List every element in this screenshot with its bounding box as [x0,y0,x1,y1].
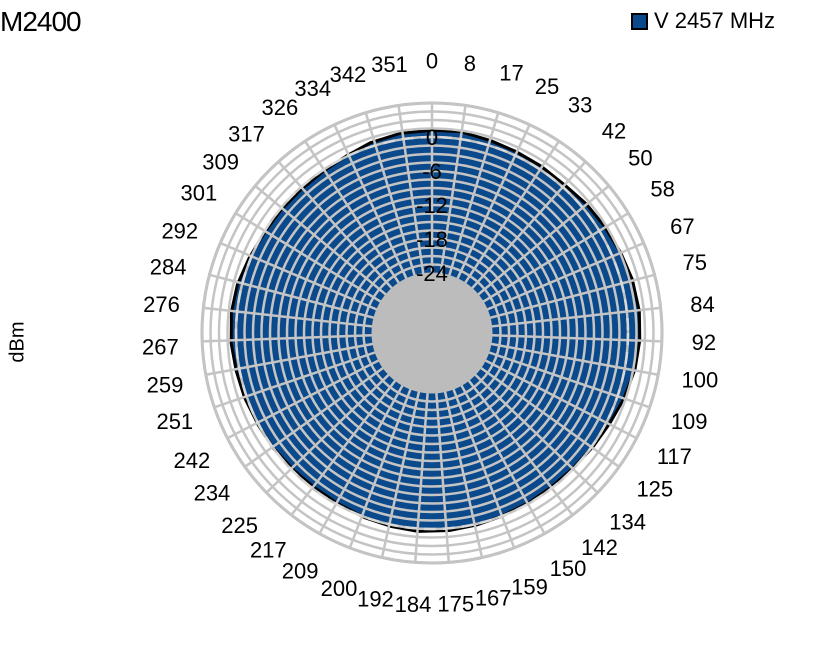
grid-spoke [452,388,516,549]
grid-spoke [364,112,416,276]
grid-spoke [219,241,378,311]
angle-label: 309 [202,149,239,174]
angle-label: 276 [143,292,180,317]
grid-spoke [474,373,599,494]
angle-label: 0 [426,49,438,74]
grid-spoke [477,184,610,296]
angle-label: 150 [550,556,587,581]
grid-spoke [471,160,587,290]
angle-label: 326 [262,95,299,120]
angle-label: 109 [671,409,708,434]
grid-spoke [304,140,400,284]
angle-label: 159 [511,574,548,599]
grid-spoke [213,351,376,409]
angle-label: 58 [650,176,674,201]
angle-label: 84 [690,292,714,317]
angle-label: 342 [330,62,367,87]
grid-spoke [235,212,382,303]
grid-spoke [397,105,425,274]
angle-label: 33 [568,92,592,117]
angle-label: 334 [294,76,331,101]
grid-spoke [484,359,638,440]
grid-spoke [209,273,375,320]
grid-spoke [443,391,484,558]
grid-spoke [244,366,384,468]
grid-spoke [460,384,546,535]
grid-spoke [254,184,387,296]
angle-label: 92 [692,330,716,355]
legend: V 2457 MHz [631,8,775,34]
grid-spoke [439,105,467,274]
angle-label: 209 [282,558,319,583]
angle-label: 267 [142,335,179,360]
angle-label: 301 [180,180,217,205]
grid-spoke [413,392,429,563]
grid-spoke [490,342,659,377]
angle-label: 184 [395,592,432,617]
angle-label: 259 [147,372,184,397]
angle-label: 251 [156,409,193,434]
reference-ring [234,135,630,531]
angle-label: 242 [173,448,210,473]
grid-spoke [290,379,397,516]
grid-spoke [226,359,380,440]
grid-spoke [486,241,645,311]
axis-label: dBm [6,321,29,363]
radial-tick-label: -24 [416,261,448,286]
radial-tick-label: -6 [422,159,442,184]
angle-label: 17 [499,60,523,85]
grid-spoke [448,112,500,276]
chart-title: M2400 [0,6,82,37]
angle-label: 292 [161,219,198,244]
grid-spoke [467,379,574,516]
grid-spoke [435,392,451,563]
angle-label: 125 [636,477,673,502]
angle-label: 67 [670,214,694,239]
grid-spoke [489,273,655,320]
angle-label: 200 [321,576,358,601]
angle-label: 75 [682,250,706,275]
angle-label: 25 [535,74,559,99]
angle-label: 175 [437,591,474,616]
grid-spoke [380,391,421,558]
angle-label: 142 [581,535,618,560]
grid-spoke [482,212,629,303]
grid-spoke [277,160,393,290]
radial-tick-label: 0 [426,125,438,150]
angle-label: 42 [602,118,626,143]
angle-label: 117 [657,444,692,469]
grid-spoke [348,388,412,549]
grid-spoke [464,140,560,284]
angle-label: 317 [228,122,265,147]
angle-label: 134 [609,509,646,534]
radial-tick-label: -12 [416,193,448,218]
grid-spoke [202,333,373,343]
angle-label: 167 [475,586,512,611]
grid-spoke [318,384,404,535]
grid-spoke [480,366,620,468]
radial-tick-label: -18 [416,227,448,252]
grid-spoke [203,306,373,328]
grid-spoke [333,124,408,280]
angle-label: 8 [464,51,476,76]
grid-spoke [488,351,651,409]
angle-label: 217 [250,538,287,563]
center-hub [371,272,493,394]
legend-label: V 2457 MHz [654,8,776,33]
grid-spoke [205,342,374,377]
angle-label: 50 [628,146,652,171]
grid-spoke [491,306,661,328]
angle-label: 225 [221,513,258,538]
grid-spoke [456,124,531,280]
angle-label: 100 [682,368,719,393]
grid-spoke [491,333,662,343]
angle-label: 284 [150,255,187,280]
legend-swatch [631,12,648,30]
angle-label: 192 [357,587,394,612]
angle-label: 351 [371,52,408,77]
angle-label: 234 [194,480,231,505]
grid-spoke [265,373,390,494]
